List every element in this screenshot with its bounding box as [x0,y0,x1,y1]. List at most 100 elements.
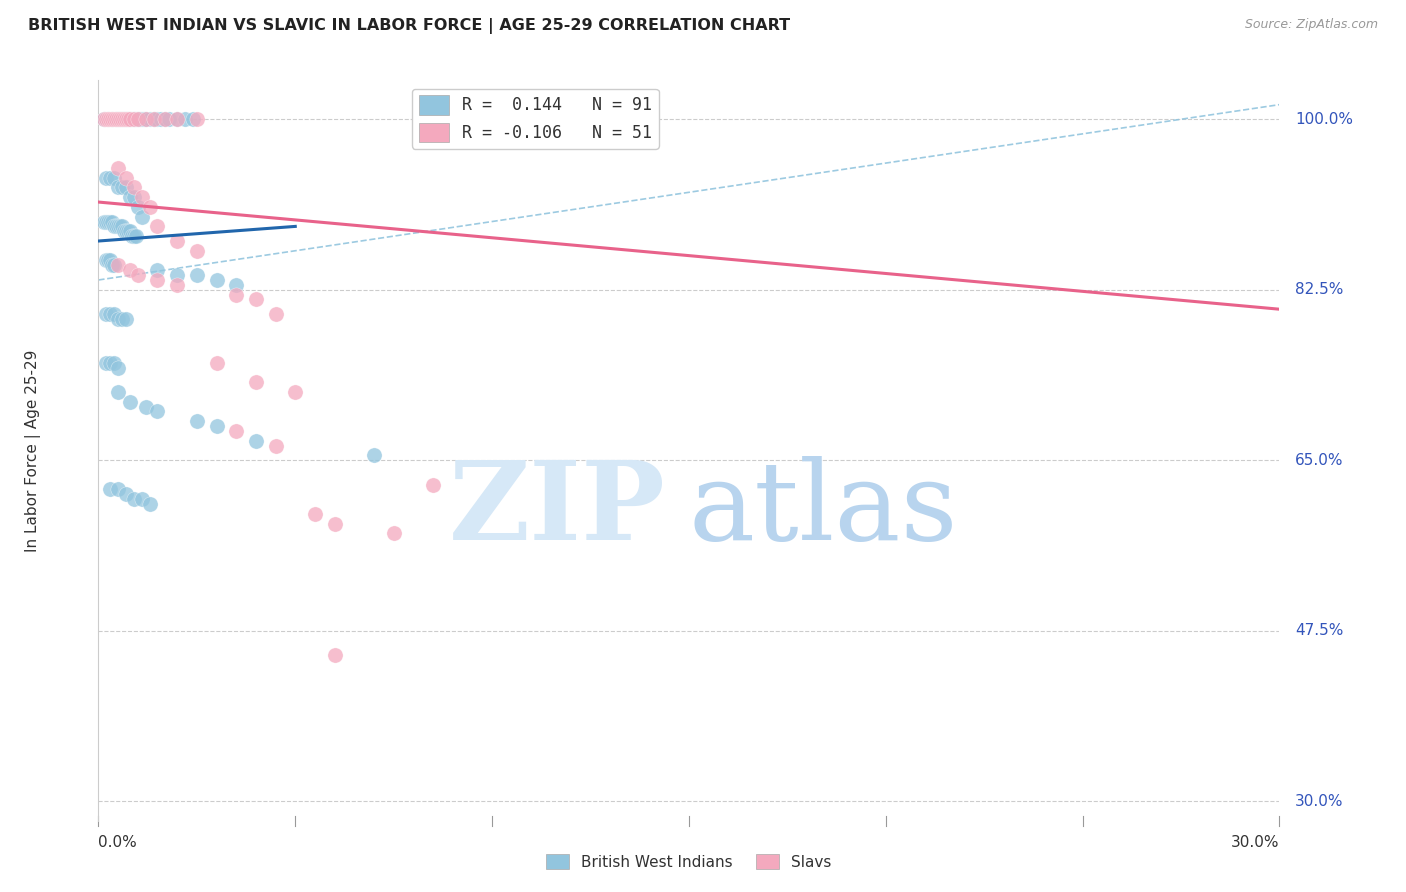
Point [131,190,153,204]
Point [111,312,134,326]
Text: 100.0%: 100.0% [1295,112,1353,127]
Point [118,263,141,277]
Point [103,356,125,370]
Point [115,170,138,185]
Point [107,312,129,326]
Point [107,180,129,194]
Point [112,224,135,238]
Text: Source: ZipAtlas.com: Source: ZipAtlas.com [1244,18,1378,31]
Point [93,214,115,228]
Point [96,307,118,321]
Point [135,112,157,127]
Point [107,259,129,273]
Point [101,112,124,127]
Point [103,170,125,185]
Point [105,112,128,127]
Point [97,112,120,127]
Point [245,376,267,390]
Point [135,400,157,414]
Text: 30.0%: 30.0% [1295,794,1344,809]
Point [186,414,208,428]
Point [111,112,134,127]
Point [146,404,169,418]
Text: 65.0%: 65.0% [1295,453,1344,467]
Point [115,224,138,238]
Point [422,477,444,491]
Point [107,112,129,127]
Legend: British West Indians, Slavs: British West Indians, Slavs [540,847,838,876]
Point [382,526,405,541]
Point [115,112,138,127]
Point [101,259,124,273]
Text: ZIP: ZIP [449,456,665,563]
Point [111,180,134,194]
Point [284,384,307,399]
Point [122,180,145,194]
Point [304,507,326,521]
Point [146,112,169,127]
Point [121,112,143,127]
Point [166,112,188,127]
Point [101,112,124,127]
Point [131,112,153,127]
Point [112,112,135,127]
Point [107,483,129,497]
Point [127,112,149,127]
Text: 30.0%: 30.0% [1232,835,1279,850]
Point [150,112,173,127]
Point [93,112,115,127]
Point [142,112,165,127]
Point [115,487,138,501]
Point [96,170,118,185]
Point [103,219,125,234]
Point [186,112,208,127]
Point [225,277,247,292]
Point [122,229,145,244]
Point [118,112,141,127]
Point [103,307,125,321]
Point [101,214,124,228]
Point [118,394,141,409]
Point [205,419,228,434]
Point [146,273,169,287]
Point [107,219,129,234]
Point [98,214,121,228]
Point [115,312,138,326]
Point [117,224,139,238]
Point [122,492,145,507]
Point [125,112,148,127]
Point [166,268,188,282]
Point [122,112,145,127]
Point [135,112,157,127]
Point [146,219,169,234]
Point [155,112,177,127]
Text: 0.0%: 0.0% [98,835,138,850]
Point [111,219,134,234]
Text: atlas: atlas [689,456,959,563]
Point [225,424,247,438]
Point [107,384,129,399]
Point [127,268,149,282]
Point [107,360,129,375]
Point [97,253,120,268]
Point [97,112,120,127]
Point [96,112,118,127]
Point [93,112,115,127]
Point [118,112,141,127]
Point [107,112,129,127]
Point [98,356,121,370]
Point [105,219,128,234]
Text: BRITISH WEST INDIAN VS SLAVIC IN LABOR FORCE | AGE 25-29 CORRELATION CHART: BRITISH WEST INDIAN VS SLAVIC IN LABOR F… [28,18,790,34]
Point [131,492,153,507]
Point [96,356,118,370]
Point [117,112,139,127]
Point [363,448,385,462]
Text: In Labor Force | Age 25-29: In Labor Force | Age 25-29 [25,350,41,551]
Point [132,112,155,127]
Point [205,356,228,370]
Point [245,434,267,448]
Point [98,307,121,321]
Point [108,219,131,234]
Point [108,112,131,127]
Point [138,200,160,214]
